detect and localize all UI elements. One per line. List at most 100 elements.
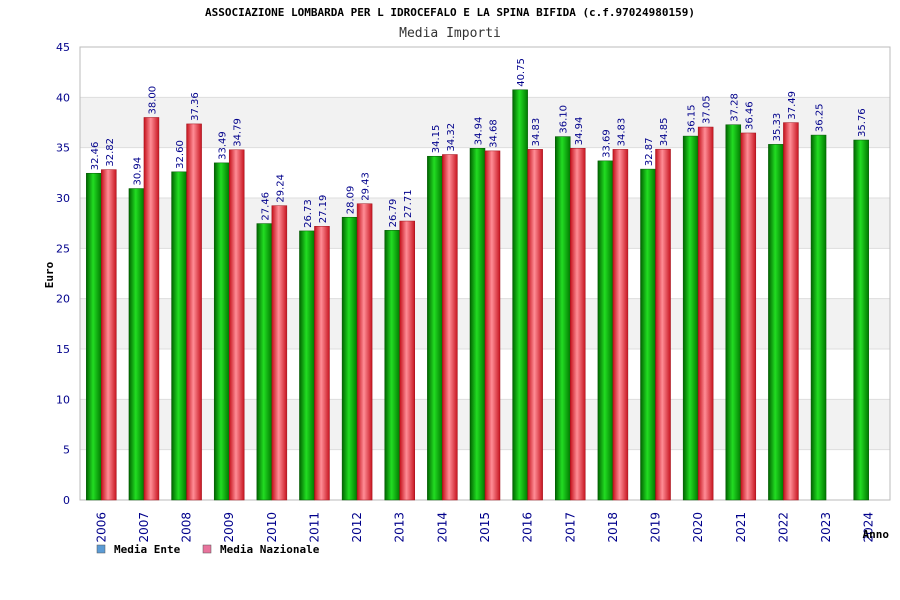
bar-media-ente-2010 bbox=[256, 223, 273, 501]
y-tick-label: 5 bbox=[63, 444, 70, 457]
y-tick-label: 15 bbox=[56, 343, 70, 356]
value-label: 34.79 bbox=[233, 118, 244, 147]
value-label: 35.33 bbox=[772, 113, 783, 142]
value-label: 26.73 bbox=[303, 199, 314, 228]
bar-media-ente-2007 bbox=[128, 188, 145, 501]
x-tick-label: 2008 bbox=[180, 512, 194, 543]
value-label: 34.85 bbox=[659, 118, 670, 147]
legend-swatch-media-ente bbox=[96, 544, 106, 554]
value-label: 34.94 bbox=[474, 117, 485, 146]
value-label: 36.25 bbox=[815, 103, 826, 132]
bar-media-nazionale-2012 bbox=[356, 203, 373, 501]
bar-media-nazionale-2006 bbox=[101, 169, 117, 501]
bar-media-ente-2020 bbox=[682, 135, 699, 501]
bar-media-nazionale-2009 bbox=[228, 149, 245, 501]
value-label: 36.46 bbox=[744, 101, 755, 130]
bar-media-ente-2012 bbox=[341, 216, 358, 501]
x-tick-label: 2024 bbox=[862, 512, 876, 543]
y-tick-label: 35 bbox=[56, 142, 70, 155]
chart-title: ASSOCIAZIONE LOMBARDA PER L IDROCEFALO E… bbox=[205, 6, 695, 19]
legend-label-media-nazionale: Media Nazionale bbox=[220, 543, 320, 556]
x-tick-label: 2010 bbox=[265, 512, 279, 543]
value-label: 28.09 bbox=[346, 186, 357, 215]
y-tick-label: 20 bbox=[56, 293, 70, 306]
bar-media-nazionale-2017 bbox=[570, 148, 586, 501]
x-tick-label: 2023 bbox=[819, 512, 833, 543]
bar-media-nazionale-2013 bbox=[399, 220, 415, 501]
value-label: 34.83 bbox=[616, 118, 627, 147]
x-tick-label: 2019 bbox=[649, 512, 663, 543]
value-label: 36.10 bbox=[559, 105, 570, 134]
value-labels: 32.46 32.82 30.94 38.00 32.60 37.36 33.49 34.79… bbox=[90, 58, 868, 228]
value-label: 34.32 bbox=[446, 123, 457, 152]
value-label: 32.87 bbox=[644, 137, 655, 166]
bar-media-ente-2013 bbox=[384, 230, 400, 501]
bar-media-nazionale-2020 bbox=[697, 126, 714, 501]
legend-label-media-ente: Media Ente bbox=[114, 543, 181, 556]
x-tick-label: 2011 bbox=[307, 512, 321, 543]
bar-media-ente-2019 bbox=[640, 168, 656, 501]
value-label: 34.94 bbox=[574, 117, 585, 146]
y-axis-ticks: 0 5 10 15 20 25 30 35 40 45 bbox=[56, 41, 70, 507]
y-tick-label: 30 bbox=[56, 192, 70, 205]
bar-media-ente-2017 bbox=[555, 136, 571, 501]
x-axis-ticks: 2006 2007 2008 2009 2010 2011 2012 2013 2014 2015… bbox=[94, 512, 875, 543]
value-label: 37.28 bbox=[729, 93, 740, 122]
x-axis-label: Anno bbox=[863, 528, 890, 541]
x-tick-label: 2012 bbox=[350, 512, 364, 543]
x-tick-label: 2018 bbox=[606, 512, 620, 543]
x-tick-label: 2015 bbox=[478, 512, 492, 543]
value-label: 27.71 bbox=[403, 189, 414, 218]
x-tick-label: 2020 bbox=[691, 512, 705, 543]
bar-media-ente-2023 bbox=[810, 134, 827, 501]
bars bbox=[86, 89, 869, 501]
value-label: 29.24 bbox=[275, 174, 286, 203]
x-tick-label: 2014 bbox=[435, 512, 449, 543]
x-tick-label: 2007 bbox=[137, 512, 151, 543]
bar-media-nazionale-2022 bbox=[783, 122, 799, 501]
bar-media-ente-2006 bbox=[86, 172, 102, 501]
value-label: 38.00 bbox=[147, 86, 158, 115]
legend-swatch-media-nazionale bbox=[202, 544, 212, 554]
x-tick-label: 2016 bbox=[521, 512, 535, 543]
x-tick-label: 2013 bbox=[393, 512, 407, 543]
y-tick-label: 40 bbox=[56, 91, 70, 104]
bar-media-nazionale-2018 bbox=[612, 149, 629, 501]
bar-media-nazionale-2016 bbox=[527, 149, 543, 501]
bar-media-nazionale-2014 bbox=[442, 154, 458, 501]
bar-media-ente-2008 bbox=[171, 171, 187, 501]
legend: Media Ente Media Nazionale bbox=[96, 543, 320, 556]
value-label: 34.15 bbox=[431, 125, 442, 154]
value-label: 30.94 bbox=[132, 157, 143, 186]
bar-media-ente-2021 bbox=[725, 124, 742, 501]
bar-media-ente-2016 bbox=[512, 89, 528, 501]
value-label: 40.75 bbox=[516, 58, 527, 87]
bar-media-nazionale-2007 bbox=[143, 117, 160, 501]
chart-subtitle: Media Importi bbox=[399, 26, 501, 41]
value-label: 26.79 bbox=[388, 199, 399, 228]
bar-media-ente-2015 bbox=[469, 148, 486, 501]
bar-media-nazionale-2008 bbox=[186, 123, 202, 501]
value-label: 32.82 bbox=[105, 138, 116, 167]
bar-media-nazionale-2015 bbox=[484, 150, 501, 501]
y-axis-label: Euro bbox=[43, 261, 56, 288]
bar-media-ente-2014 bbox=[427, 155, 443, 501]
x-tick-label: 2009 bbox=[222, 512, 236, 543]
y-tick-label: 0 bbox=[63, 494, 70, 507]
bar-media-nazionale-2010 bbox=[271, 205, 288, 501]
bar-media-ente-2011 bbox=[299, 230, 315, 501]
bar-media-ente-2018 bbox=[597, 160, 614, 501]
value-label: 27.46 bbox=[260, 192, 271, 221]
value-label: 34.83 bbox=[531, 118, 542, 147]
x-tick-label: 2022 bbox=[776, 512, 790, 543]
y-tick-label: 25 bbox=[56, 242, 70, 255]
y-tick-label: 10 bbox=[56, 393, 70, 406]
x-tick-label: 2021 bbox=[734, 512, 748, 543]
bar-media-nazionale-2011 bbox=[314, 226, 330, 501]
value-label: 32.60 bbox=[175, 140, 186, 169]
bar-media-ente-2024 bbox=[853, 139, 869, 501]
value-label: 37.49 bbox=[787, 91, 798, 120]
value-label: 37.05 bbox=[702, 95, 713, 124]
x-tick-label: 2017 bbox=[563, 512, 577, 543]
